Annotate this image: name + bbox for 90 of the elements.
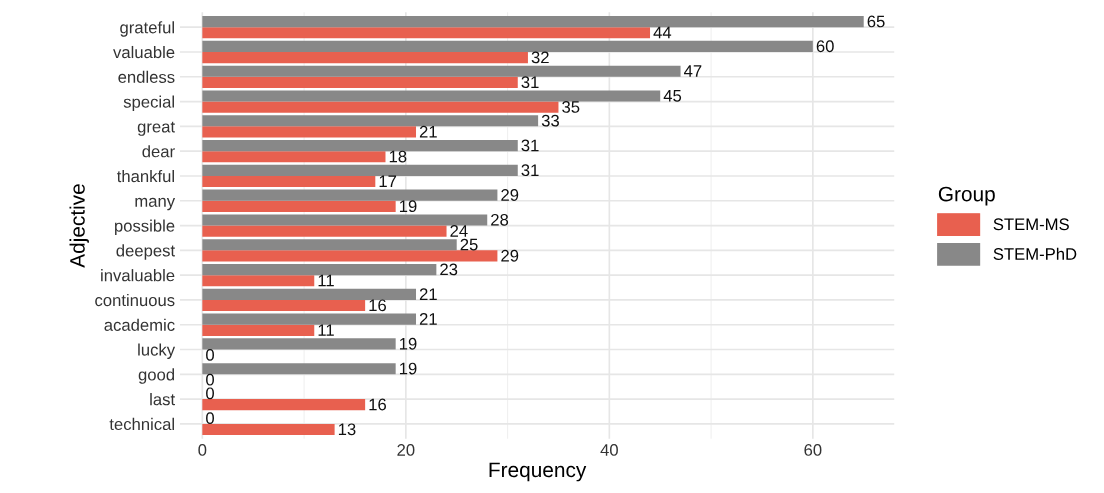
data-label: 33 [541, 114, 559, 127]
data-label: 0 [206, 412, 215, 425]
data-label: 11 [318, 274, 334, 287]
y-tick-label: academic [104, 318, 175, 331]
legend-title: Group [938, 186, 995, 206]
y-tick-label: dear [142, 145, 175, 158]
data-label: 21 [419, 313, 437, 325]
y-tick-label: good [138, 368, 175, 384]
data-label: 35 [562, 101, 580, 113]
y-tick-label: special [123, 95, 174, 112]
bar [202, 151, 386, 163]
y-tick-label: valuable [113, 45, 175, 59]
bar [202, 126, 417, 138]
y-tick-label: great [137, 121, 175, 136]
data-label: 47 [684, 65, 702, 77]
bar [202, 164, 518, 176]
bar [202, 189, 498, 201]
y-tick-label: many [135, 197, 176, 211]
data-label: 19 [399, 200, 417, 213]
data-label: 17 [379, 175, 397, 188]
y-tick-label: invaluable [101, 269, 175, 282]
x-tick-label: 40 [600, 444, 618, 456]
bar [202, 40, 813, 52]
data-label: 0 [206, 349, 215, 361]
y-tick-label: endless [118, 70, 175, 83]
data-label: 31 [521, 76, 539, 89]
bar [202, 101, 559, 113]
bar [202, 263, 437, 276]
data-label: 18 [389, 150, 407, 163]
data-label: 44 [653, 26, 672, 39]
data-label: 28 [491, 213, 509, 226]
bar [202, 65, 681, 77]
data-label: 31 [521, 164, 539, 177]
data-label: 29 [501, 189, 519, 201]
data-label: 13 [338, 423, 356, 436]
bar [202, 140, 518, 152]
data-label: 0 [206, 387, 215, 400]
data-label: 21 [419, 125, 437, 138]
bar [202, 175, 376, 188]
legend-label: STEM-PhD [993, 247, 1077, 260]
data-label: 32 [531, 51, 549, 64]
data-label: 21 [419, 288, 437, 300]
bar [202, 250, 498, 262]
y-tick-label: lucky [138, 343, 176, 360]
x-tick-label: 20 [397, 444, 415, 456]
y-tick-label: grateful [120, 21, 174, 37]
data-label: 25 [460, 238, 478, 251]
bar [202, 239, 457, 251]
bar [202, 338, 396, 350]
y-tick-label: last [150, 393, 175, 406]
bar [202, 275, 315, 287]
y-tick-label: technical [109, 417, 174, 431]
data-label: 60 [816, 40, 834, 53]
bar [202, 363, 396, 375]
data-label: 24 [450, 225, 468, 237]
x-tick-label: 0 [198, 444, 207, 456]
data-label: 16 [369, 398, 386, 411]
bar [202, 115, 539, 127]
bar [202, 76, 518, 88]
data-label: 11 [318, 324, 334, 336]
bar [202, 399, 366, 411]
y-tick-label: thankful [116, 169, 174, 183]
data-label: 65 [867, 15, 885, 28]
legend-label: STEM-MS [993, 218, 1069, 231]
data-label: 0 [206, 373, 215, 386]
bar [202, 288, 417, 300]
data-label: 19 [399, 362, 417, 375]
y-axis-title: Adjective [69, 184, 89, 268]
y-tick-label: continuous [95, 293, 175, 307]
bar [202, 324, 315, 336]
x-axis-title: Frequency [489, 462, 587, 482]
bar [202, 16, 864, 28]
data-label: 16 [369, 299, 386, 312]
y-tick-label: deepest [116, 244, 175, 260]
data-label: 23 [440, 263, 458, 276]
bar [202, 90, 661, 102]
bar [202, 51, 528, 64]
data-label: 31 [521, 139, 539, 152]
data-label: 45 [663, 90, 682, 102]
y-tick-label: possible [115, 219, 175, 236]
bar [202, 423, 335, 436]
x-tick-label: 60 [804, 444, 822, 456]
bar [202, 225, 447, 237]
data-label: 19 [399, 337, 417, 350]
bar [202, 214, 488, 226]
bar [202, 299, 366, 312]
bar [202, 200, 396, 212]
bar [202, 313, 417, 325]
data-label: 29 [501, 249, 519, 262]
bar [202, 27, 651, 39]
